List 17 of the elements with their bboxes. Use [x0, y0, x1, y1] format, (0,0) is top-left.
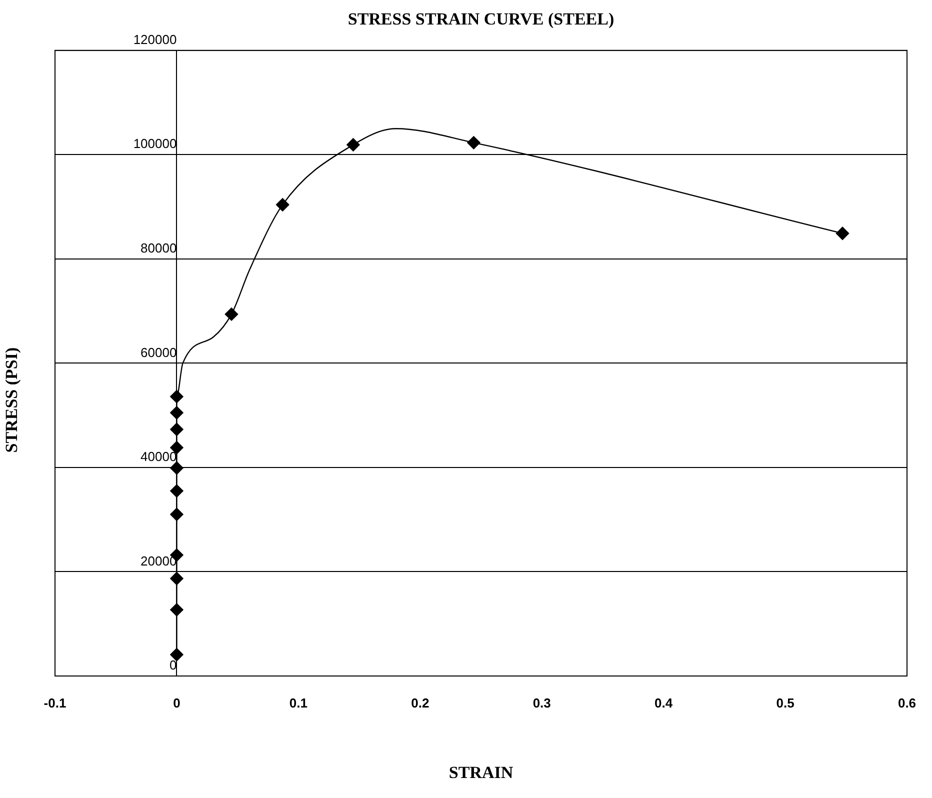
- y-tick-label: 20000: [140, 553, 177, 568]
- y-tick-label: 0: [169, 658, 177, 673]
- chart-title: STRESS STRAIN CURVE (STEEL): [348, 10, 614, 29]
- x-tick-label: 0.3: [532, 695, 551, 710]
- y-tick-label: 80000: [140, 240, 177, 256]
- x-axis-title: STRAIN: [448, 763, 514, 782]
- y-axis-title: STRESS (PSI): [2, 346, 22, 455]
- y-tick-label: 120000: [133, 32, 177, 47]
- x-tick-label: 0.1: [289, 695, 308, 710]
- y-tick-label: 100000: [133, 136, 177, 152]
- y-tick-label: 40000: [140, 449, 177, 464]
- x-tick-label: 0.6: [898, 695, 916, 710]
- x-tick-label: 0.5: [776, 695, 794, 710]
- x-tick-label: -0.1: [44, 695, 66, 710]
- x-tick-label: 0.2: [411, 695, 430, 710]
- x-tick-label: 0.4: [654, 695, 674, 710]
- y-tick-label: 60000: [140, 344, 177, 360]
